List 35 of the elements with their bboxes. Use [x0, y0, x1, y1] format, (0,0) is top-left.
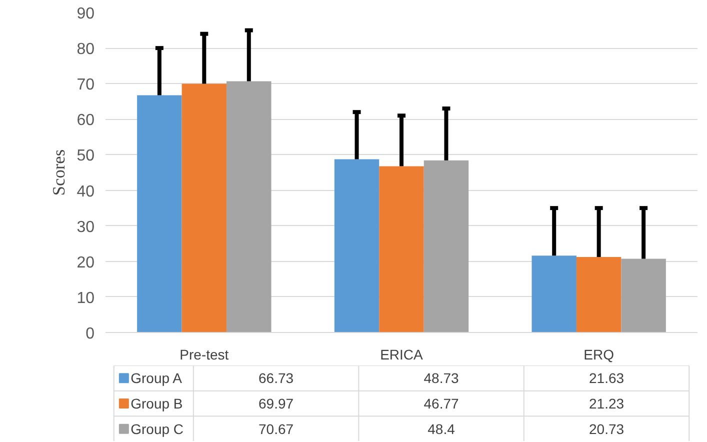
data-label: 48.4 — [428, 420, 456, 437]
y-axis-title: Scores — [50, 149, 69, 196]
y-tick-label: 50 — [76, 148, 95, 165]
x-tick-label: ERQ — [584, 346, 614, 362]
data-label: 70.67 — [258, 420, 294, 437]
y-tick-label: 30 — [76, 218, 95, 236]
data-label: 20.73 — [588, 420, 624, 437]
legend-label: Group A — [130, 370, 183, 386]
y-tick-label: 0 — [86, 326, 95, 342]
y-tick-label: 20 — [76, 254, 95, 272]
bar — [334, 159, 380, 332]
data-label: 21.23 — [588, 396, 624, 412]
data-label: 66.73 — [258, 370, 294, 386]
y-tick-label: 10 — [76, 290, 95, 307]
y-tick-label: 70 — [76, 76, 95, 94]
legend-label: Group C — [130, 420, 184, 437]
legend-label: Group B — [130, 396, 183, 412]
x-tick-label: Pre-test — [180, 346, 229, 362]
data-label: 48.73 — [424, 370, 460, 386]
bar — [532, 256, 576, 332]
bar — [621, 258, 666, 332]
x-tick-label: ERICA — [380, 346, 424, 362]
bar — [226, 81, 272, 332]
data-label: 21.63 — [588, 370, 624, 386]
y-tick-label: 80 — [76, 41, 95, 58]
bar — [182, 84, 227, 332]
bar — [424, 160, 469, 332]
y-tick-label: 60 — [76, 112, 95, 130]
bar — [137, 95, 182, 332]
y-tick-label: 90 — [76, 6, 95, 22]
y-tick-label: 40 — [76, 183, 95, 200]
data-label: 46.77 — [424, 396, 460, 412]
bar — [379, 166, 424, 332]
data-label: 69.97 — [258, 396, 294, 412]
bar — [576, 257, 622, 332]
